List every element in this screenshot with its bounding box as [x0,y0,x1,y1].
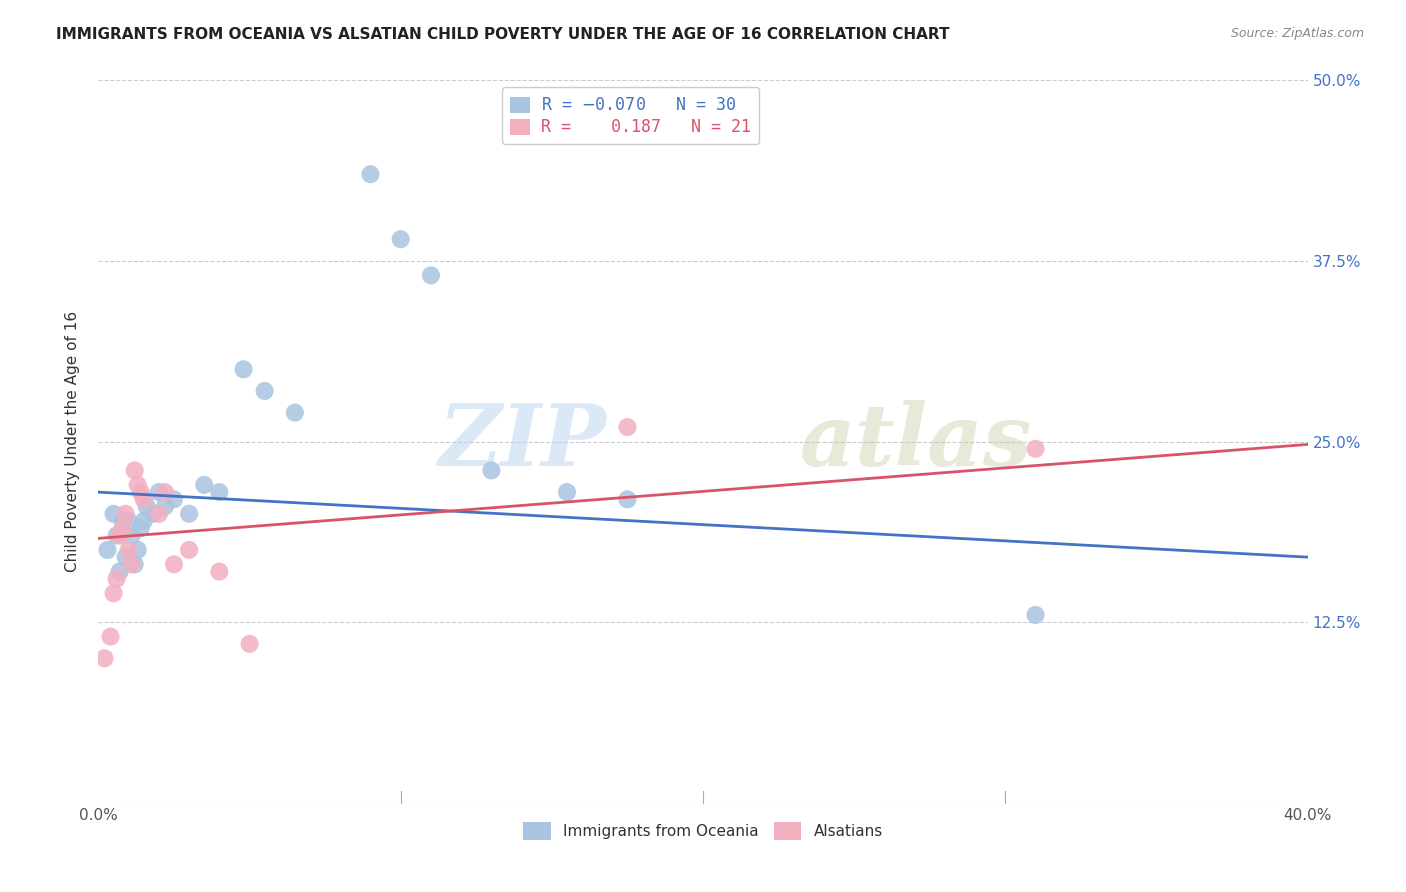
Point [153,485,176,500]
Point [284,406,307,420]
Point [253,384,276,398]
Point [616,420,638,434]
Point [127,542,149,557]
Point [132,514,155,528]
Point [114,507,136,521]
Point [179,507,201,521]
Point [121,528,143,542]
Point [103,586,125,600]
Point [153,500,176,514]
Point [129,521,152,535]
Point [124,558,146,572]
Point [111,521,134,535]
Point [193,478,215,492]
Point [118,514,141,528]
Point [118,542,141,557]
Point [163,558,186,572]
Point [93,651,115,665]
Point [127,478,149,492]
Point [142,507,165,521]
Point [1024,607,1046,622]
Point [135,500,157,514]
Point [239,637,262,651]
Text: atlas: atlas [800,400,1032,483]
Point [111,514,134,528]
Point [103,507,125,521]
Legend: Immigrants from Oceania, Alsatians: Immigrants from Oceania, Alsatians [517,816,889,846]
Point [132,492,155,507]
Point [108,528,131,542]
Point [360,167,382,181]
Point [148,507,170,521]
Point [208,485,231,500]
Text: IMMIGRANTS FROM OCEANIA VS ALSATIAN CHILD POVERTY UNDER THE AGE OF 16 CORRELATIO: IMMIGRANTS FROM OCEANIA VS ALSATIAN CHIL… [56,27,949,42]
Point [114,550,136,565]
Point [481,463,503,477]
Y-axis label: Child Poverty Under the Age of 16: Child Poverty Under the Age of 16 [65,311,80,572]
Point [616,492,638,507]
Text: Source: ZipAtlas.com: Source: ZipAtlas.com [1230,27,1364,40]
Point [108,565,131,579]
Point [129,485,152,500]
Text: ZIP: ZIP [439,400,606,483]
Point [1024,442,1046,456]
Point [179,542,201,557]
Point [232,362,254,376]
Point [389,232,412,246]
Point [100,630,122,644]
Point [105,528,128,542]
Point [105,572,128,586]
Point [420,268,443,283]
Point [555,485,578,500]
Point [96,542,118,557]
Point [124,463,146,477]
Point [163,492,186,507]
Point [121,558,143,572]
Point [208,565,231,579]
Point [148,485,170,500]
